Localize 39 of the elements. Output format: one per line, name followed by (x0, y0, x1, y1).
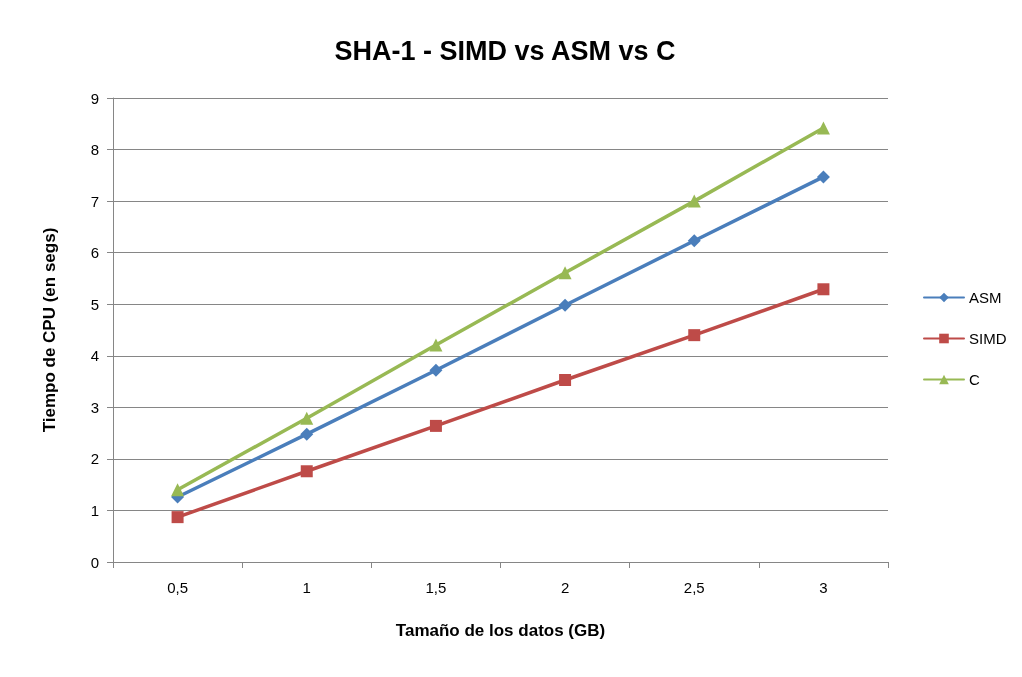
point (816, 170, 830, 184)
x-tick-label: 0,5 (167, 579, 189, 596)
y-tick-label: 5 (90, 295, 99, 313)
point (300, 427, 314, 441)
y-tick-label: 8 (90, 141, 99, 159)
x-tick-label: 3 (819, 579, 828, 596)
x-axis-title: Tamaño de los datos (GB) (395, 621, 606, 640)
legend-label: ASM (969, 289, 1002, 306)
point (687, 234, 701, 248)
point (688, 329, 701, 342)
point (429, 363, 443, 377)
point (687, 194, 701, 208)
point (559, 374, 572, 387)
y-tick-label: 1 (90, 501, 99, 519)
y-tick-label: 4 (90, 347, 99, 365)
point (816, 121, 830, 135)
point (558, 266, 572, 280)
point (300, 411, 314, 425)
point (171, 511, 184, 524)
point (300, 465, 313, 478)
chart-title: SHA-1 - SIMD vs ASM vs C (334, 35, 676, 66)
legend-label: SIMD (969, 330, 1007, 347)
x-tick-label: 1 (302, 579, 311, 596)
legend-label: C (969, 371, 980, 388)
y-tick-label: 7 (90, 192, 99, 210)
point (817, 283, 830, 296)
point (429, 419, 442, 432)
y-tick-label: 3 (90, 398, 99, 416)
y-tick-label: 9 (90, 89, 99, 107)
point (171, 483, 185, 497)
x-tick-label: 2,5 (683, 579, 705, 596)
y-tick-label: 0 (90, 553, 99, 571)
y-tick-label: 6 (90, 244, 99, 262)
point (429, 338, 443, 352)
point (558, 298, 572, 312)
y-axis-title: Tiempo de CPU (en segs) (40, 227, 59, 433)
y-tick-label: 2 (90, 450, 99, 468)
x-tick-label: 1,5 (425, 579, 447, 596)
x-tick-label: 2 (560, 579, 570, 596)
